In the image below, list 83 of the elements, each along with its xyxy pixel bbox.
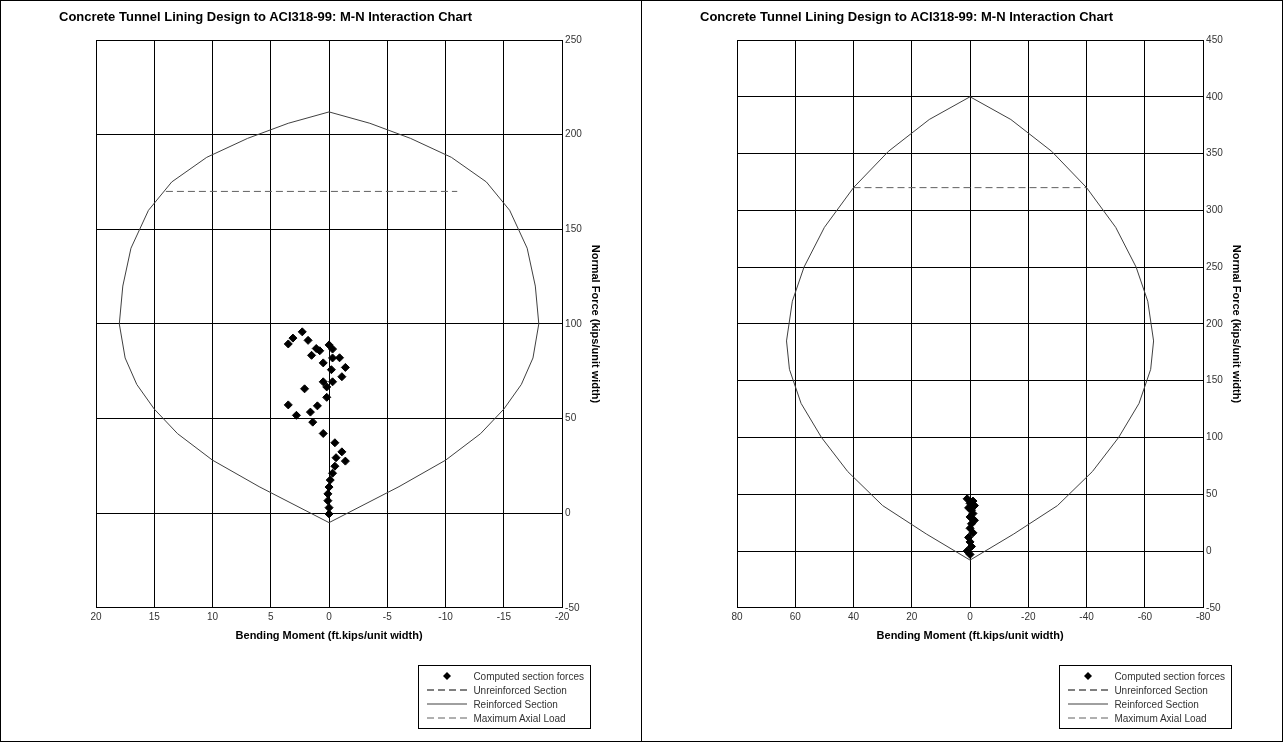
y-tick-label: 250 — [565, 33, 583, 45]
point — [328, 468, 338, 478]
point — [340, 456, 350, 466]
y-tick-label: -50 — [565, 601, 581, 613]
legend-label: Computed section forces — [473, 670, 584, 682]
x-tick-label: -10 — [438, 610, 454, 622]
legend-label: Unreinforced Section — [1114, 684, 1208, 696]
x-tick-label: 0 — [967, 610, 974, 622]
x-tick-label: 0 — [326, 610, 333, 622]
y-tick-label: 200 — [565, 128, 583, 140]
x-tick-label: 15 — [148, 610, 161, 622]
legend-label: Maximum Axial Load — [1114, 712, 1207, 724]
point — [283, 400, 293, 410]
point — [291, 410, 301, 420]
y-tick-label: 150 — [1206, 374, 1224, 386]
point — [337, 447, 347, 457]
y-tick-label: 100 — [1206, 431, 1224, 443]
point — [325, 475, 335, 485]
x-tick-label: 20 — [906, 610, 918, 622]
point — [328, 344, 338, 354]
point — [328, 377, 338, 387]
legend-label: Unreinforced Section — [473, 684, 567, 696]
y-tick-label: 250 — [1206, 260, 1224, 272]
x-tick-label: 60 — [789, 610, 802, 622]
point — [318, 358, 328, 368]
x-axis-title: Bending Moment (ft.kips/unit width) — [235, 629, 423, 642]
point — [307, 350, 317, 360]
point — [297, 327, 307, 337]
y-tick-label: 200 — [1206, 317, 1224, 329]
y-tick-label: 150 — [565, 223, 583, 235]
point — [331, 453, 341, 463]
legend-label: Reinforced Section — [473, 698, 558, 710]
point — [328, 353, 338, 363]
x-tick-label: -20 — [554, 610, 570, 622]
point — [323, 496, 333, 506]
point — [330, 461, 340, 471]
y-tick-label: 0 — [565, 506, 572, 518]
x-axis-title: Bending Moment (ft.kips/unit width) — [876, 629, 1064, 642]
point — [322, 392, 332, 402]
point — [326, 365, 336, 375]
x-tick-label: 10 — [206, 610, 219, 622]
point — [303, 335, 313, 345]
x-tick-label: 80 — [731, 610, 743, 622]
y-tick-label: -50 — [1206, 601, 1222, 613]
y-axis-title: Normal Force (kips/unit width) — [1231, 244, 1244, 404]
point — [288, 333, 298, 343]
point — [300, 384, 310, 394]
point — [322, 382, 332, 392]
point — [324, 482, 334, 492]
legend-label: Reinforced Section — [1114, 698, 1199, 710]
x-tick-label: -40 — [1079, 610, 1095, 622]
point — [312, 401, 322, 411]
y-tick-label: 350 — [1206, 147, 1224, 159]
point — [324, 509, 334, 519]
y-tick-label: 450 — [1206, 33, 1224, 45]
chart-title: Concrete Tunnel Lining Design to ACI318-99: M-N Interaction Chart — [59, 9, 473, 24]
y-tick-label: 0 — [1206, 544, 1213, 556]
x-tick-label: -15 — [496, 610, 512, 622]
chart-title: Concrete Tunnel Lining Design to ACI318-99: M-N Interaction Chart — [700, 9, 1114, 24]
x-tick-label: -5 — [382, 610, 393, 622]
point — [305, 407, 315, 417]
point — [318, 428, 328, 438]
point — [335, 353, 345, 363]
point — [323, 489, 333, 499]
y-tick-label: 100 — [565, 317, 583, 329]
y-tick-label: 300 — [1206, 204, 1224, 216]
x-tick-label: 5 — [268, 610, 275, 622]
point — [318, 377, 328, 387]
point — [330, 438, 340, 448]
y-tick-label: 50 — [1206, 487, 1218, 499]
point — [340, 362, 350, 372]
x-tick-label: -20 — [1021, 610, 1036, 622]
x-tick-label: 20 — [90, 610, 102, 622]
y-tick-label: 50 — [565, 412, 577, 424]
legend-label: Computed section forces — [1114, 670, 1225, 682]
y-tick-label: 400 — [1206, 90, 1224, 102]
x-tick-label: 40 — [847, 610, 860, 622]
legend-label: Maximum Axial Load — [473, 712, 566, 724]
point — [283, 339, 293, 349]
point — [337, 372, 347, 382]
y-axis-title: Normal Force (kips/unit width) — [590, 244, 603, 404]
x-tick-label: -60 — [1137, 610, 1153, 622]
x-tick-label: -80 — [1195, 610, 1211, 622]
